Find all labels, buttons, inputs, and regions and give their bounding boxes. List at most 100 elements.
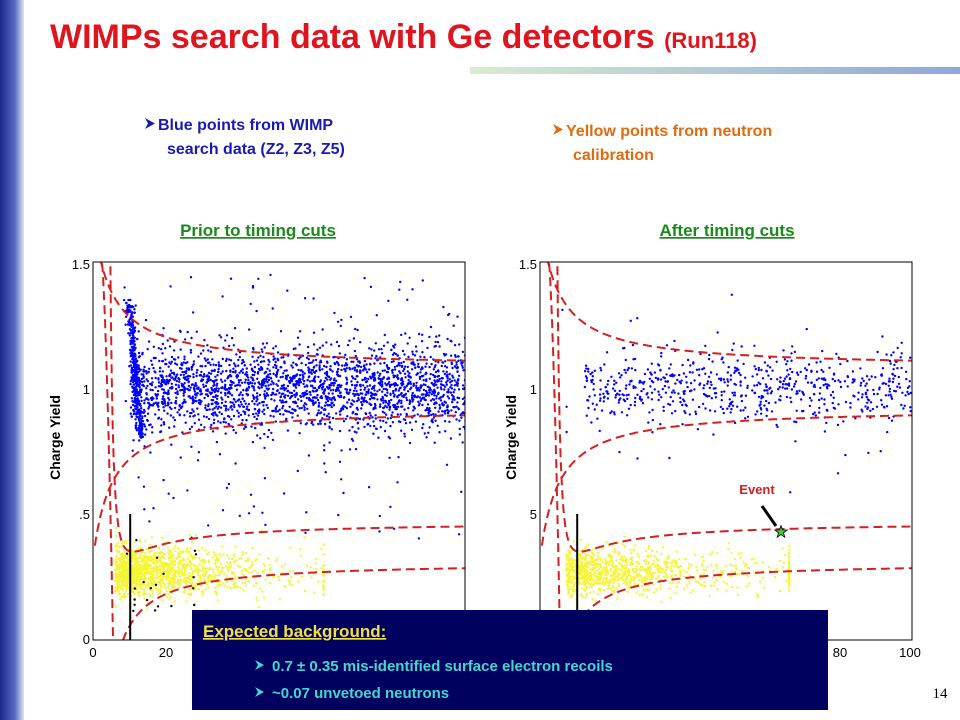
point xyxy=(461,366,464,369)
point xyxy=(164,347,167,350)
point xyxy=(613,413,616,416)
point xyxy=(178,408,181,411)
point xyxy=(393,382,396,385)
point xyxy=(470,376,472,378)
point xyxy=(417,537,421,540)
point xyxy=(292,570,295,573)
point xyxy=(363,276,366,280)
point xyxy=(211,408,214,411)
point xyxy=(270,431,273,435)
point xyxy=(211,402,214,405)
point xyxy=(884,382,888,386)
point xyxy=(410,428,414,431)
point xyxy=(400,391,403,395)
point xyxy=(322,565,325,568)
point xyxy=(904,394,907,397)
point xyxy=(133,541,136,544)
point xyxy=(156,577,159,580)
point xyxy=(294,386,298,389)
point xyxy=(341,407,345,411)
point xyxy=(389,393,392,396)
point xyxy=(281,375,284,378)
point xyxy=(244,567,247,571)
point xyxy=(223,392,227,395)
point xyxy=(319,547,323,551)
point xyxy=(262,380,265,383)
point xyxy=(593,394,596,397)
point xyxy=(212,418,216,421)
point xyxy=(201,565,204,568)
point xyxy=(212,568,215,571)
point xyxy=(422,388,426,392)
point xyxy=(253,365,257,369)
point xyxy=(279,330,283,333)
point xyxy=(276,351,280,354)
point xyxy=(613,389,617,392)
point xyxy=(373,349,376,352)
point xyxy=(406,342,409,345)
point xyxy=(158,370,161,373)
point xyxy=(401,349,405,353)
point xyxy=(162,561,165,565)
point xyxy=(123,559,126,562)
point xyxy=(471,387,473,389)
point xyxy=(411,400,414,403)
point xyxy=(303,297,307,300)
point xyxy=(196,368,199,372)
point xyxy=(815,361,818,364)
point xyxy=(630,367,634,370)
point xyxy=(907,392,910,396)
point xyxy=(755,384,759,387)
point xyxy=(897,375,900,379)
point xyxy=(132,364,136,368)
point xyxy=(408,421,412,424)
point xyxy=(638,395,642,399)
point xyxy=(147,407,150,410)
point xyxy=(134,551,137,555)
point xyxy=(624,387,628,390)
point xyxy=(195,400,198,403)
point xyxy=(607,379,610,383)
point xyxy=(132,557,136,560)
point xyxy=(367,392,370,395)
point xyxy=(251,373,254,377)
point xyxy=(233,398,236,401)
point xyxy=(186,378,189,381)
point xyxy=(137,564,140,568)
bullet-text: search data (Z2, Z3, Z5) xyxy=(167,141,345,158)
point xyxy=(139,388,142,392)
point xyxy=(315,396,318,399)
point xyxy=(708,386,711,390)
point xyxy=(821,349,824,353)
point xyxy=(213,407,216,410)
point xyxy=(160,348,163,351)
point xyxy=(174,544,177,548)
point xyxy=(446,337,449,341)
point xyxy=(300,369,303,372)
point xyxy=(179,456,182,459)
point xyxy=(129,342,132,346)
point xyxy=(778,398,781,401)
point xyxy=(191,397,194,401)
point xyxy=(299,381,303,384)
point xyxy=(742,362,745,366)
point xyxy=(256,377,259,380)
point xyxy=(759,403,762,406)
point xyxy=(145,584,148,587)
point xyxy=(339,413,342,416)
point xyxy=(839,362,842,366)
point xyxy=(235,353,238,356)
point xyxy=(214,364,218,367)
point xyxy=(428,335,431,339)
point xyxy=(367,486,371,489)
point xyxy=(244,425,247,428)
point xyxy=(207,404,210,408)
point xyxy=(379,383,382,386)
point xyxy=(399,371,402,375)
point xyxy=(195,394,198,397)
point xyxy=(163,553,166,556)
point xyxy=(720,394,723,397)
point xyxy=(657,390,660,393)
point xyxy=(146,572,149,575)
point xyxy=(264,384,267,388)
